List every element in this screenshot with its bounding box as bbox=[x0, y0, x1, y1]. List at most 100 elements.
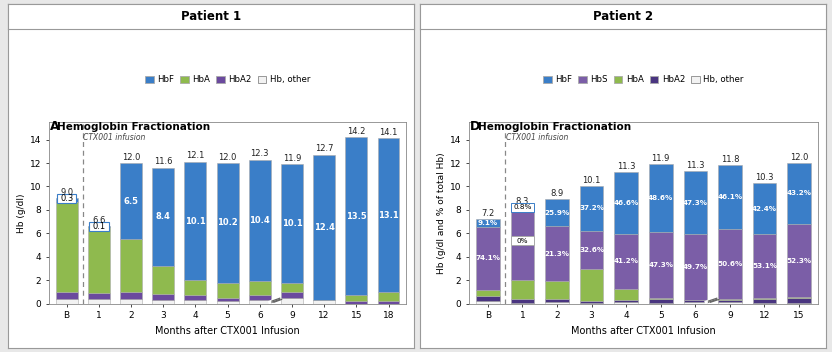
X-axis label: Months after CTX001 Infusion: Months after CTX001 Infusion bbox=[571, 326, 716, 336]
Bar bbox=[120, 292, 142, 299]
Bar bbox=[152, 168, 174, 266]
Text: 48.6%: 48.6% bbox=[648, 195, 673, 201]
FancyBboxPatch shape bbox=[511, 236, 534, 245]
Bar bbox=[216, 283, 239, 298]
FancyBboxPatch shape bbox=[57, 194, 77, 203]
Text: 10.1: 10.1 bbox=[582, 176, 601, 185]
Bar bbox=[216, 163, 239, 283]
Bar bbox=[378, 138, 399, 292]
Bar bbox=[313, 300, 335, 304]
Bar bbox=[787, 303, 811, 304]
Bar bbox=[545, 282, 569, 299]
Text: 53.1%: 53.1% bbox=[752, 263, 777, 269]
Text: D: D bbox=[469, 120, 480, 133]
Bar bbox=[511, 207, 534, 208]
Text: 43.2%: 43.2% bbox=[786, 190, 811, 196]
Bar bbox=[88, 227, 110, 293]
Y-axis label: Hb (g/dl): Hb (g/dl) bbox=[17, 193, 26, 233]
Bar bbox=[476, 290, 500, 296]
Text: 14.2: 14.2 bbox=[347, 127, 365, 136]
Bar bbox=[345, 295, 367, 301]
Text: 21.3%: 21.3% bbox=[544, 251, 570, 257]
Bar bbox=[152, 266, 174, 294]
Text: 11.3: 11.3 bbox=[686, 161, 705, 170]
Bar bbox=[684, 234, 707, 300]
Text: 25.9%: 25.9% bbox=[544, 210, 570, 216]
Bar bbox=[649, 232, 672, 298]
Text: 0.8%: 0.8% bbox=[513, 204, 532, 210]
Bar bbox=[120, 299, 142, 304]
Text: 8.4: 8.4 bbox=[156, 212, 171, 221]
Bar bbox=[476, 301, 500, 304]
Bar bbox=[378, 292, 399, 301]
Text: 12.0: 12.0 bbox=[790, 153, 808, 162]
Text: 11.9: 11.9 bbox=[651, 154, 670, 163]
Bar bbox=[684, 302, 707, 304]
Bar bbox=[152, 294, 174, 300]
Text: 10.4: 10.4 bbox=[250, 216, 270, 225]
Bar bbox=[185, 162, 206, 280]
Bar bbox=[718, 300, 741, 302]
Text: 41.2%: 41.2% bbox=[614, 258, 639, 264]
Bar bbox=[580, 269, 603, 301]
Text: 6.6: 6.6 bbox=[92, 216, 106, 225]
Text: Hemoglobin Fractionation: Hemoglobin Fractionation bbox=[478, 122, 631, 132]
Y-axis label: Hb (g/dl and % of total Hb): Hb (g/dl and % of total Hb) bbox=[437, 152, 446, 274]
Text: 10.3: 10.3 bbox=[755, 172, 774, 182]
Bar bbox=[56, 198, 77, 202]
Bar bbox=[511, 208, 534, 280]
Bar bbox=[56, 292, 77, 299]
Bar bbox=[185, 280, 206, 295]
Text: 11.9: 11.9 bbox=[283, 154, 301, 163]
Text: CTX001 infusion: CTX001 infusion bbox=[506, 133, 568, 142]
Bar bbox=[476, 219, 500, 227]
Text: 11.3: 11.3 bbox=[617, 162, 636, 171]
Bar bbox=[545, 299, 569, 302]
Bar bbox=[580, 231, 603, 269]
Bar bbox=[152, 300, 174, 304]
Bar bbox=[281, 164, 303, 283]
Bar bbox=[649, 164, 672, 232]
Bar bbox=[185, 295, 206, 300]
Bar bbox=[684, 171, 707, 234]
Text: 0.3: 0.3 bbox=[60, 194, 73, 203]
Legend: HbF, HbA, HbA2, Hb, other: HbF, HbA, HbA2, Hb, other bbox=[141, 72, 314, 88]
Bar bbox=[753, 183, 776, 234]
Bar bbox=[580, 303, 603, 304]
Bar bbox=[378, 301, 399, 304]
Bar bbox=[249, 300, 270, 304]
Bar bbox=[545, 302, 569, 304]
Text: 10.1: 10.1 bbox=[185, 216, 206, 226]
Text: 12.0: 12.0 bbox=[218, 153, 237, 162]
Text: 13.5: 13.5 bbox=[346, 212, 367, 221]
Bar bbox=[545, 199, 569, 226]
Text: 10.2: 10.2 bbox=[217, 218, 238, 227]
Bar bbox=[614, 172, 638, 234]
Bar bbox=[511, 299, 534, 303]
Bar bbox=[684, 300, 707, 302]
Text: 12.1: 12.1 bbox=[186, 151, 205, 161]
Text: 47.3%: 47.3% bbox=[683, 200, 708, 206]
Text: 7.2: 7.2 bbox=[481, 209, 494, 218]
Bar bbox=[787, 224, 811, 297]
Bar bbox=[281, 283, 303, 292]
Bar bbox=[313, 155, 335, 300]
Bar bbox=[281, 298, 303, 304]
Bar bbox=[281, 292, 303, 298]
Text: 12.3: 12.3 bbox=[250, 149, 269, 158]
Bar bbox=[249, 159, 270, 281]
Text: 74.1%: 74.1% bbox=[475, 255, 500, 261]
Text: 12.7: 12.7 bbox=[314, 144, 334, 153]
Bar bbox=[545, 226, 569, 282]
Bar bbox=[718, 165, 741, 229]
Bar bbox=[120, 163, 142, 239]
Bar bbox=[718, 302, 741, 304]
Bar bbox=[787, 163, 811, 224]
FancyBboxPatch shape bbox=[89, 222, 109, 231]
Bar bbox=[249, 281, 270, 295]
Bar bbox=[249, 295, 270, 300]
Text: 12.0: 12.0 bbox=[121, 153, 140, 162]
Bar bbox=[56, 299, 77, 304]
Text: A: A bbox=[50, 120, 59, 133]
Bar bbox=[511, 303, 534, 304]
